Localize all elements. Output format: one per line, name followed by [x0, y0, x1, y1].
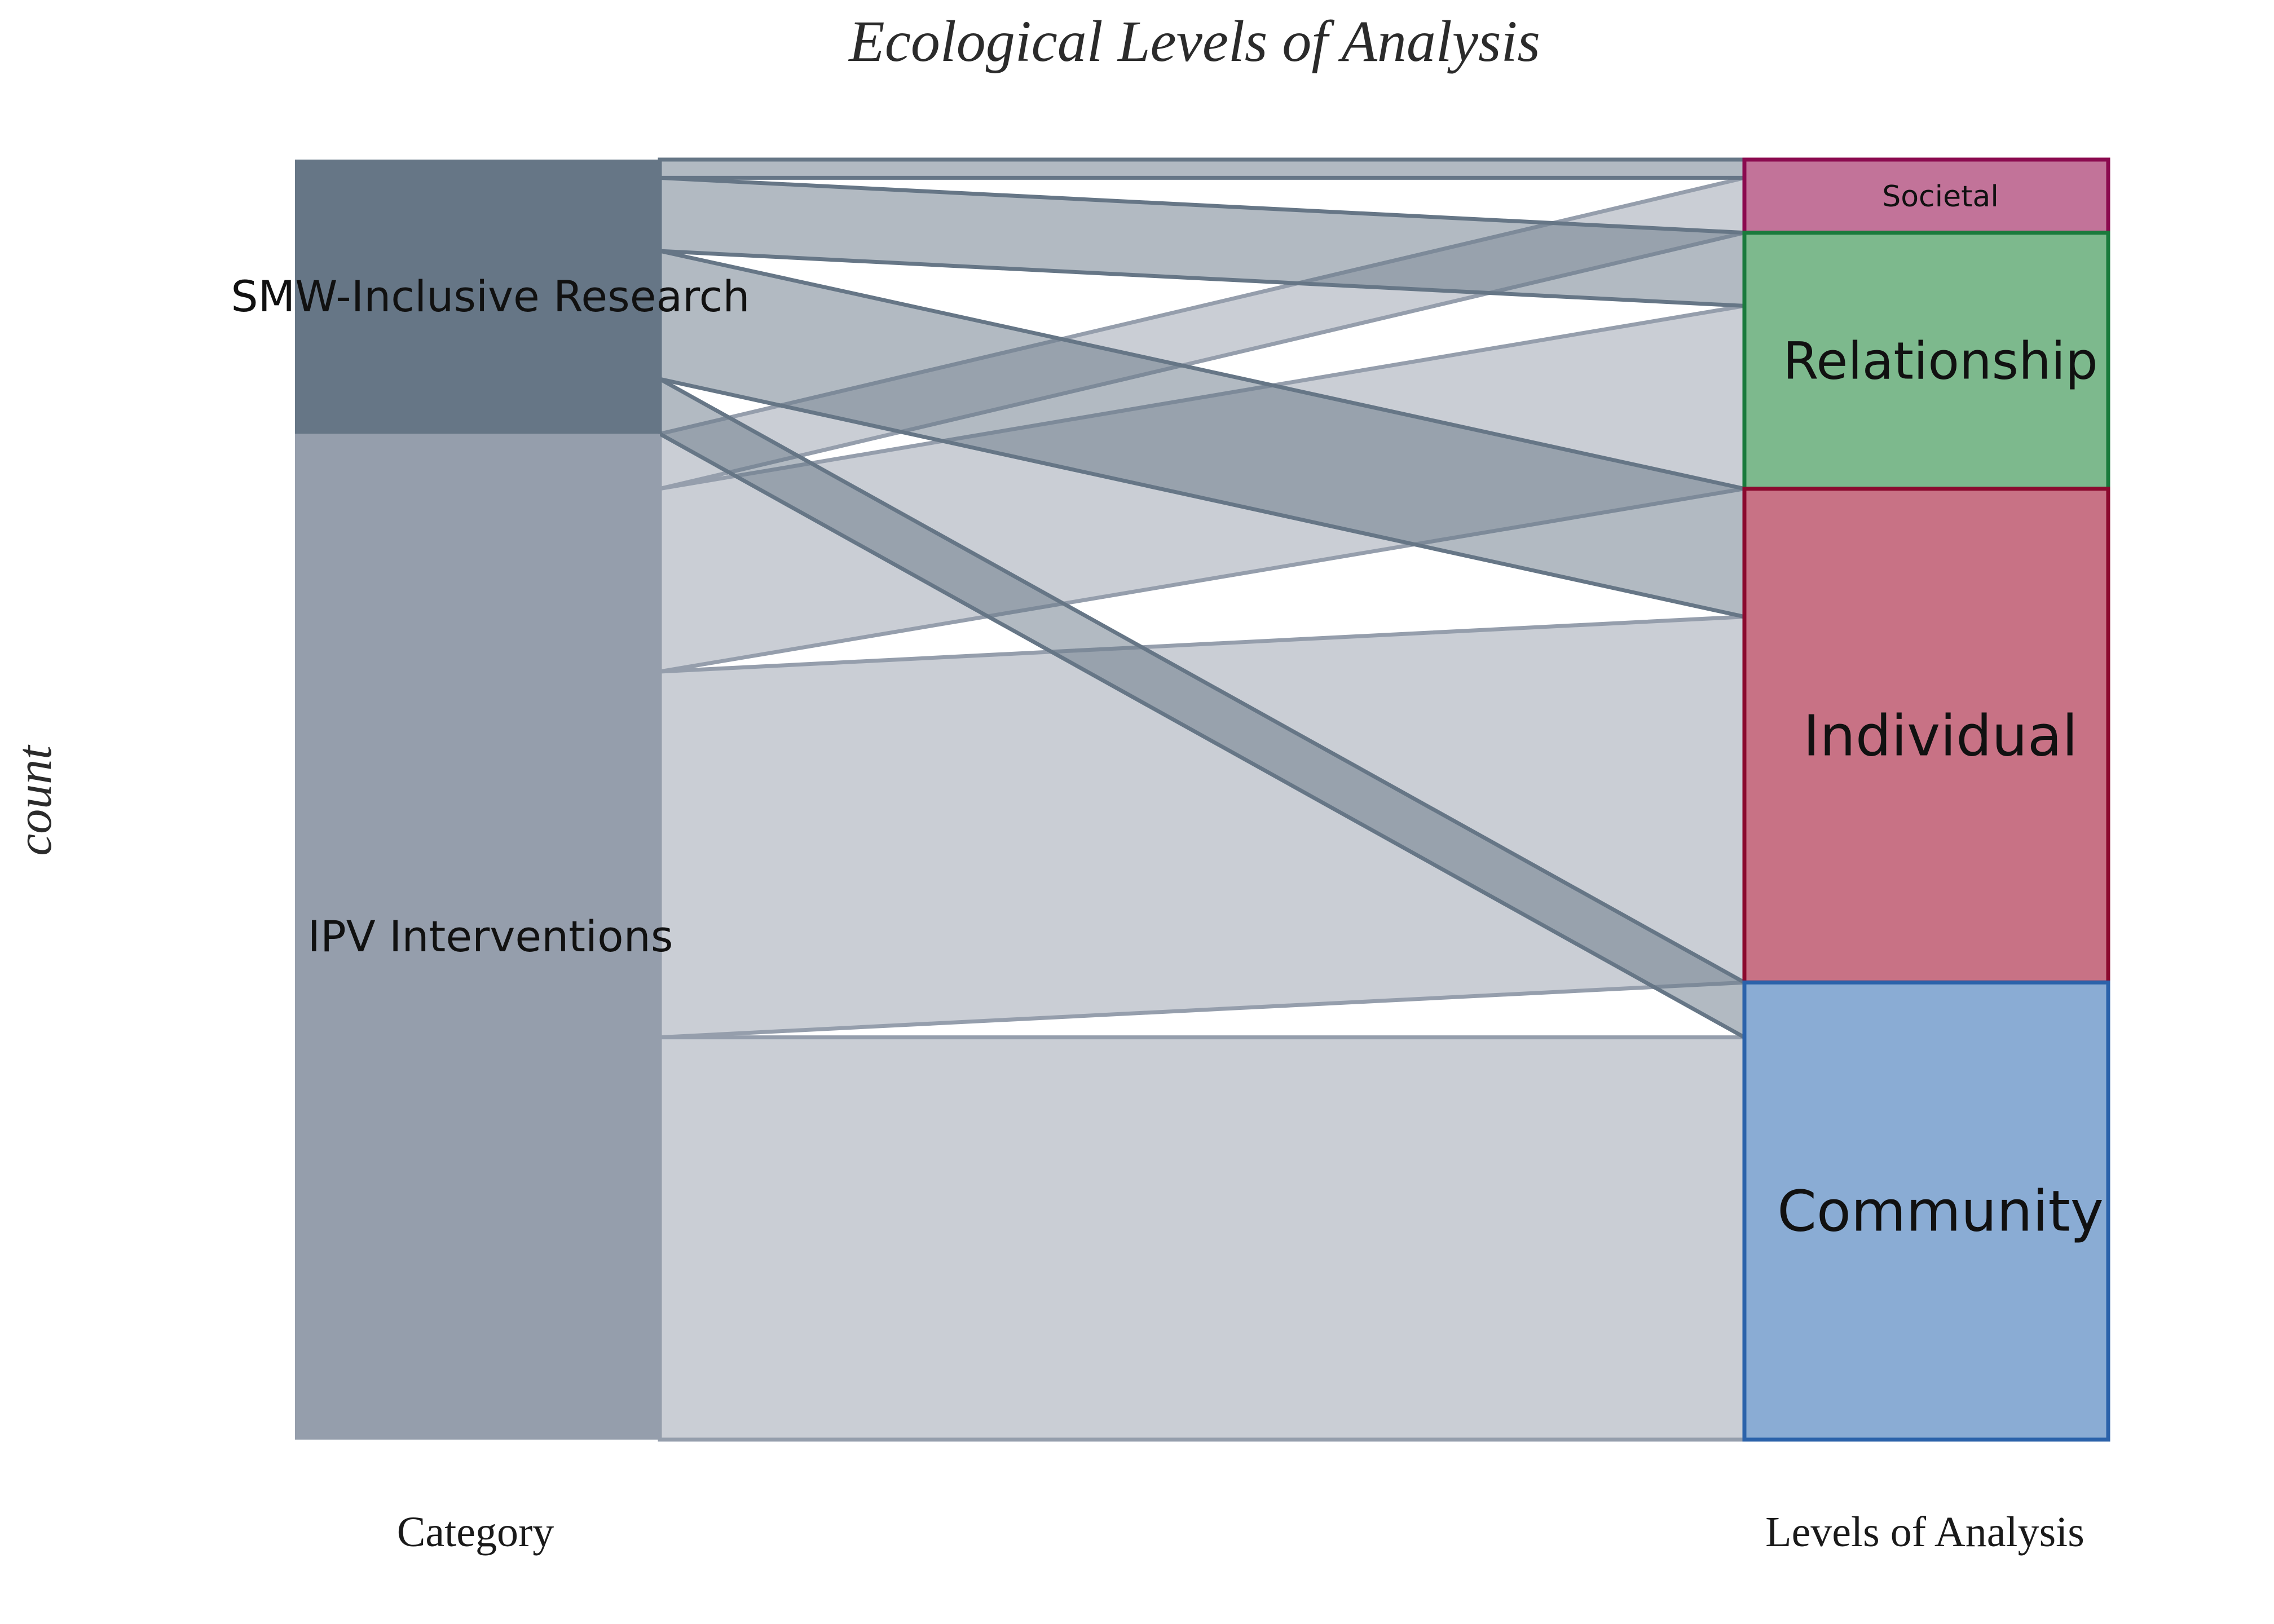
node-label-smw-inclusive-research: SMW-Inclusive Research: [231, 271, 750, 321]
flow-ipv-interventions-to-community: [658, 1035, 1747, 1442]
chart-title: Ecological Levels of Analysis: [848, 9, 1540, 74]
node-relationship: [1742, 231, 2110, 491]
node-ipv-interventions: [295, 434, 660, 1440]
node-individual: [1742, 487, 2110, 985]
node-label-individual: Individual: [1803, 703, 2078, 769]
node-community: [1742, 980, 2110, 1442]
nodes-layer: [295, 157, 2110, 1442]
x-axis-label-category: Category: [397, 1508, 554, 1556]
node-label-relationship: Relationship: [1783, 332, 2098, 391]
node-label-community: Community: [1777, 1179, 2104, 1245]
flow-smw-inclusive-research-to-societal: [658, 157, 1747, 180]
labels-layer: SMW-Inclusive Research IPV Interventions S…: [231, 180, 2103, 1245]
x-axis-label-levels: Levels of Analysis: [1765, 1508, 2084, 1556]
node-smw-inclusive-research: [295, 160, 660, 434]
y-axis-label: count: [7, 744, 62, 856]
node-label-societal: Societal: [1882, 180, 1999, 214]
flows-layer: [658, 157, 1747, 1442]
node-label-ipv-interventions: IPV Interventions: [308, 911, 673, 961]
